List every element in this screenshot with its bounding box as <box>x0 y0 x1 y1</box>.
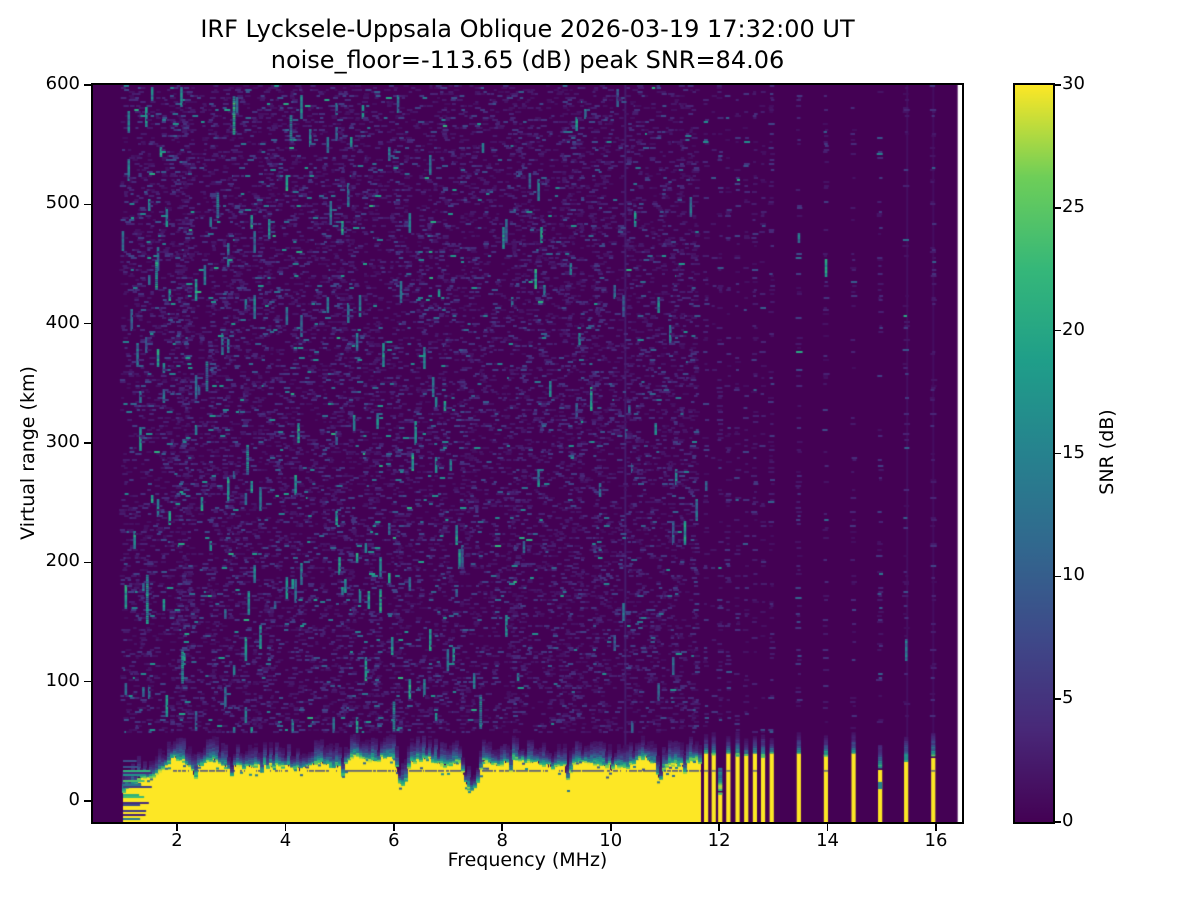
y-axis-label: Virtual range (km) <box>17 366 39 540</box>
colorbar-tick-mark <box>1055 698 1061 700</box>
y-tick-mark <box>84 203 91 206</box>
y-tick-mark <box>84 561 91 564</box>
x-tick-label: 10 <box>599 830 623 851</box>
x-tick-mark <box>176 824 178 831</box>
colorbar-tick-label: 0 <box>1062 810 1074 831</box>
chart-title: IRF Lycksele-Uppsala Oblique 2026-03-19 … <box>200 15 855 43</box>
x-tick-mark <box>826 824 829 831</box>
y-tick-label: 600 <box>45 73 80 94</box>
colorbar-tick-mark <box>1055 329 1061 332</box>
y-tick-mark <box>84 442 91 444</box>
chart-title-block: IRF Lycksele-Uppsala Oblique 2026-03-19 … <box>93 14 962 76</box>
y-tick-label: 0 <box>68 788 80 810</box>
colorbar-tick-mark <box>1055 821 1061 823</box>
colorbar-tick-label: 10 <box>1062 564 1085 586</box>
colorbar-tick-mark <box>1055 452 1061 455</box>
colorbar-gradient <box>1015 85 1053 822</box>
y-tick-mark <box>84 322 91 325</box>
x-tick-mark <box>718 824 720 831</box>
chart-subtitle: noise_floor=-113.65 (dB) peak SNR=84.06 <box>270 46 785 74</box>
colorbar-tick-mark <box>1055 207 1061 209</box>
colorbar-tick-mark <box>1055 575 1061 578</box>
colorbar-label: SNR (dB) <box>1096 409 1118 495</box>
y-tick-label: 500 <box>45 192 80 214</box>
x-tick-label: 16 <box>924 830 948 851</box>
x-tick-mark <box>501 824 504 831</box>
y-tick-label: 400 <box>45 311 80 333</box>
colorbar-tick-label: 5 <box>1062 687 1074 709</box>
x-tick-mark <box>393 824 395 831</box>
y-tick-label: 200 <box>45 550 80 572</box>
colorbar-tick-label: 25 <box>1062 195 1085 217</box>
y-tick-mark <box>84 84 91 86</box>
colorbar-frame <box>1013 83 1055 824</box>
y-tick-mark <box>84 800 91 802</box>
y-tick-label: 100 <box>45 669 80 691</box>
x-tick-label: 6 <box>388 830 400 851</box>
y-tick-label: 300 <box>45 430 80 452</box>
x-tick-mark <box>284 824 287 831</box>
x-tick-label: 12 <box>707 830 731 851</box>
x-axis-label: Frequency (MHz) <box>447 849 608 871</box>
plot-area-frame <box>91 83 964 824</box>
ionogram-heatmap <box>93 85 962 822</box>
colorbar-tick-label: 20 <box>1062 318 1085 340</box>
y-tick-mark <box>84 680 91 683</box>
x-tick-label: 2 <box>171 830 183 851</box>
colorbar-tick-label: 30 <box>1062 73 1085 94</box>
x-tick-label: 4 <box>279 830 292 851</box>
x-tick-label: 8 <box>496 830 508 851</box>
x-tick-mark <box>609 824 612 831</box>
colorbar-tick-mark <box>1055 84 1061 86</box>
x-tick-label: 14 <box>816 830 839 851</box>
x-tick-mark <box>935 824 937 831</box>
colorbar-tick-label: 15 <box>1062 441 1085 463</box>
